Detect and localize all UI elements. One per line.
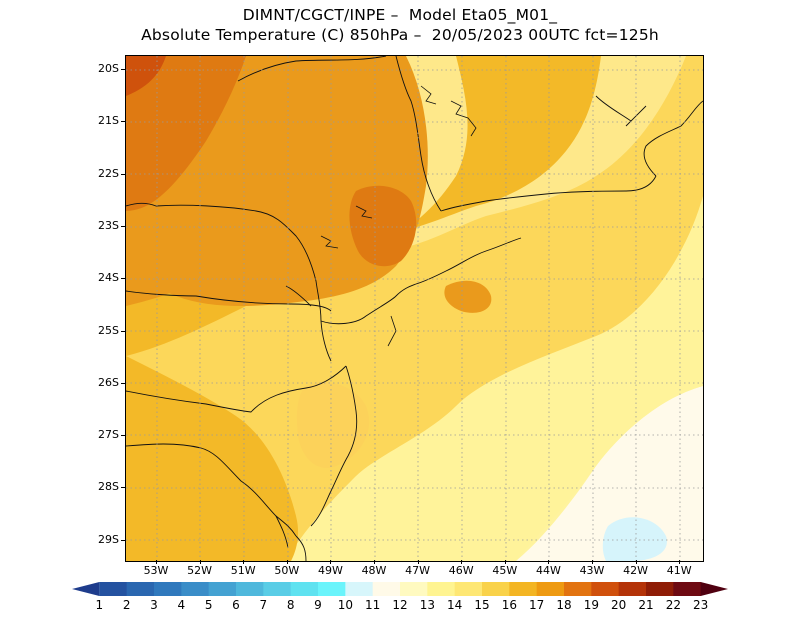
lat-tick: [121, 330, 125, 332]
colorbar-label: 9: [314, 598, 322, 612]
lon-tick: [461, 560, 463, 564]
colorbar-segment: [482, 582, 510, 596]
lon-tick: [243, 560, 245, 564]
colorbar-segment: [700, 582, 728, 596]
colorbar-label: 5: [204, 598, 213, 612]
lon-label: 47W: [405, 564, 431, 577]
lon-label: 42W: [623, 564, 649, 577]
colorbar-label: 7: [259, 598, 268, 612]
colorbar-segment: [208, 582, 237, 596]
map-canvas: [126, 56, 703, 561]
lat-tick: [121, 435, 125, 437]
colorbar-label: 16: [501, 598, 517, 612]
colorbar-segment: [154, 582, 182, 596]
lon-tick: [156, 560, 157, 564]
colorbar-label: 15: [474, 598, 490, 612]
colorbar-segment: [318, 582, 346, 596]
colorbar-segment: [509, 582, 538, 596]
lat-label: 25S: [98, 323, 119, 337]
colorbar-segment: [290, 582, 319, 596]
colorbar-segment: [181, 582, 210, 596]
lat-tick: [121, 173, 125, 175]
colorbar-label: 17: [529, 598, 545, 612]
chart-title-line1: DIMNT/CGCT/INPE – Model Eta05_M01_: [242, 6, 558, 24]
colorbar-segment: [618, 582, 647, 596]
lon-tick: [286, 560, 288, 564]
lon-tick: [679, 560, 681, 564]
colorbar-label: 3: [150, 598, 158, 612]
colorbar-label: 1: [95, 598, 104, 612]
lon-tick: [199, 560, 201, 564]
colorbar-label: 6: [232, 598, 240, 612]
colorbar-label: 10: [337, 598, 353, 612]
lat-tick: [121, 225, 125, 227]
lon-label: 44W: [535, 564, 561, 577]
colorbar-label: 21: [638, 598, 654, 612]
colorbar-segment: [372, 582, 401, 596]
colorbar-label: 14: [447, 598, 463, 612]
lat-tick: [121, 382, 125, 384]
colorbar-segment: [536, 582, 565, 596]
colorbar-segment: [591, 582, 620, 596]
colorbar-label: 20: [611, 598, 627, 612]
colorbar-label: 13: [419, 598, 435, 612]
colorbar-segment: [673, 582, 702, 596]
lon-label: 43W: [579, 564, 605, 577]
colorbar-label: 11: [365, 598, 381, 612]
lat-label: 29S: [98, 532, 119, 546]
colorbar-segment: [345, 582, 374, 596]
lon-tick: [635, 560, 637, 564]
colorbar-segment: [126, 582, 155, 596]
colorbar-segment: [236, 582, 264, 596]
lon-label: 41W: [666, 564, 692, 577]
lat-label: 23S: [98, 218, 119, 232]
lon-label: 46W: [448, 564, 474, 577]
lon-tick: [330, 560, 332, 564]
colorbar-segment: [564, 582, 592, 596]
lon-label: 48W: [361, 564, 387, 577]
colorbar-label: 23: [693, 598, 709, 612]
lon-tick: [417, 560, 419, 564]
colorbar-segment: [454, 582, 483, 596]
lon-label: 53W: [143, 564, 169, 577]
lon-label: 50W: [274, 564, 300, 577]
colorbar-segment: [263, 582, 292, 596]
lat-label: 22S: [98, 166, 119, 180]
lat-label: 27S: [98, 428, 119, 442]
colorbar-label: 22: [665, 598, 681, 612]
colorbar-label: 18: [556, 598, 572, 612]
lon-label: 51W: [230, 564, 256, 577]
lat-label: 24S: [98, 271, 119, 285]
colorbar-label: 12: [392, 598, 408, 612]
lat-tick: [121, 69, 125, 70]
lon-label: 45W: [492, 564, 518, 577]
lat-label: 28S: [98, 480, 119, 494]
colorbar-segment: [400, 582, 428, 596]
lon-tick: [374, 560, 375, 564]
colorbar-segment: [99, 582, 128, 596]
lat-tick: [121, 487, 125, 489]
colorbar-segment: [72, 582, 100, 596]
colorbar-label: 8: [286, 598, 295, 612]
lat-tick: [121, 121, 125, 123]
lon-tick: [504, 560, 506, 564]
lat-label: 21S: [98, 114, 119, 128]
lon-tick: [592, 560, 593, 564]
chart-title-line2: Absolute Temperature (C) 850hPa – 20/05/…: [141, 26, 659, 44]
colorbar-segment: [427, 582, 456, 596]
colorbar-segment: [646, 582, 674, 596]
lat-label: 26S: [98, 375, 119, 389]
colorbar-label: 4: [177, 598, 186, 612]
lat-label: 20S: [98, 62, 119, 75]
lon-label: 52W: [187, 564, 213, 577]
colorbar-label: 19: [583, 598, 599, 612]
lat-tick: [121, 278, 125, 280]
colorbar-label: 2: [122, 598, 131, 612]
colorbar: [72, 582, 728, 596]
lat-tick: [121, 539, 125, 541]
lon-tick: [548, 560, 550, 564]
lon-label: 49W: [317, 564, 343, 577]
temperature-map: [125, 55, 704, 562]
